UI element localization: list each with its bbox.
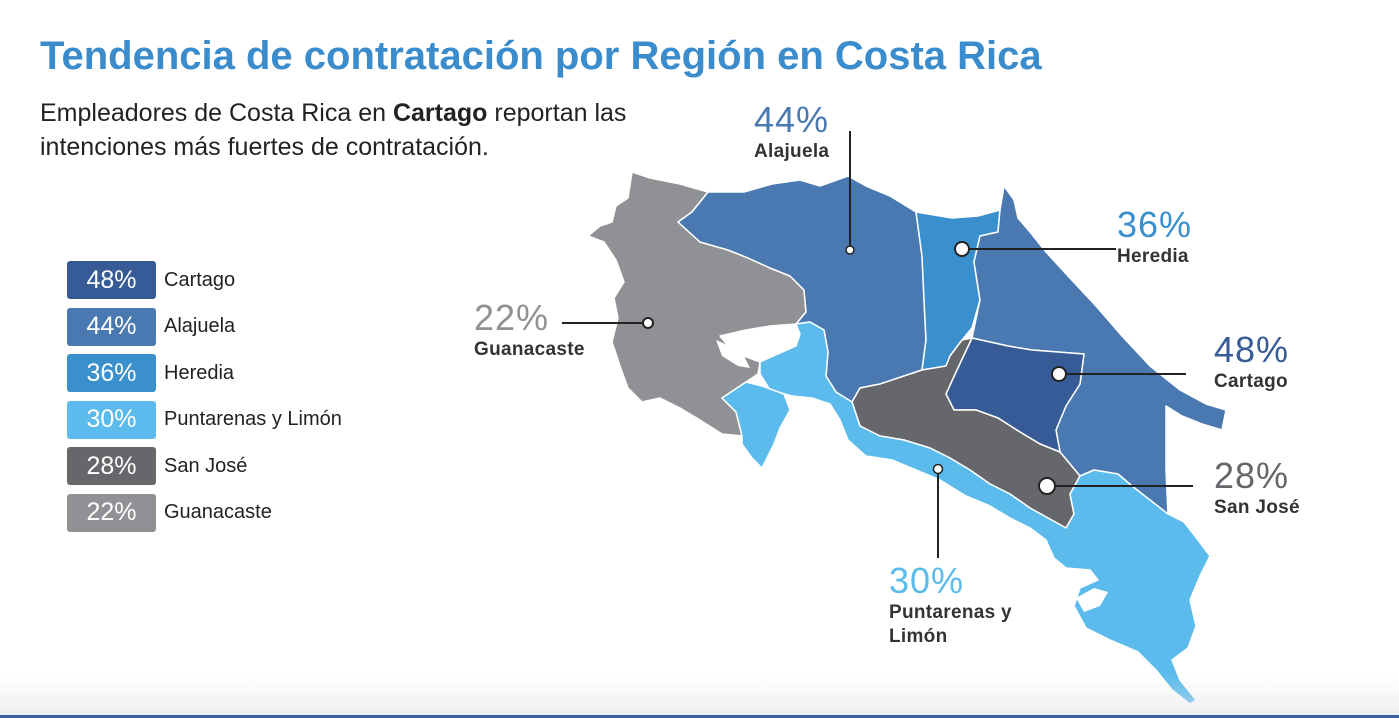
legend-swatch-puntarenas-limon: 30%: [67, 400, 156, 439]
callout-cartago: 48% Cartago: [1214, 330, 1289, 394]
callout-pct-guanacaste: 22%: [474, 297, 550, 338]
legend-label-guanacaste: Guanacaste: [164, 501, 272, 523]
legend-item-san-jose: 28% San José: [67, 447, 342, 485]
legend-item-guanacaste: 22% Guanacaste: [67, 493, 342, 532]
region-heredia: [915, 209, 1001, 371]
legend-label-puntarenas-limon: Puntarenas y Limón: [164, 408, 342, 430]
legend-swatch-guanacaste: 22%: [67, 493, 156, 532]
legend-swatch-cartago: 48%: [67, 261, 156, 299]
subtitle-highlight: Cartago: [392, 99, 488, 127]
callout-name-cartago: Cartago: [1214, 371, 1288, 392]
callout-name-guanacaste: Guanacaste: [474, 339, 585, 360]
legend-swatch-heredia: 36%: [67, 354, 156, 392]
legend-swatch-alajuela: 44%: [67, 307, 156, 346]
callout-name-puntarenas-line2: Limón: [889, 626, 948, 647]
callout-san-jose: 28% San José: [1214, 456, 1300, 520]
legend-label-heredia: Heredia: [164, 361, 235, 384]
marker-san-jose: [1038, 477, 1056, 495]
callout-pct-san-jose: 28%: [1214, 455, 1290, 496]
page-title: Tendencia de contratación por Región en …: [40, 34, 1042, 78]
legend-item-puntarenas-limon: 30% Puntarenas y Limón: [67, 400, 342, 439]
callout-name-alajuela: Alajuela: [754, 141, 830, 162]
callout-puntarenas: 30% Puntarenas y Limón: [889, 561, 1012, 649]
legend-item-alajuela: 44% Alajuela: [67, 307, 342, 346]
leader-lines: [562, 131, 1193, 558]
marker-puntarenas: [932, 463, 944, 475]
callout-name-san-jose: San José: [1214, 497, 1300, 518]
callout-name-heredia: Heredia: [1117, 246, 1189, 267]
subtitle-text-start: Empleadores de Costa Rica en: [40, 99, 393, 127]
legend-label-alajuela: Alajuela: [164, 315, 236, 337]
callout-pct-alajuela: 44%: [754, 99, 830, 140]
callout-pct-cartago: 48%: [1214, 329, 1290, 370]
callout-name-puntarenas-line1: Puntarenas y: [889, 602, 1012, 623]
legend-item-heredia: 36% Heredia: [67, 354, 342, 392]
marker-guanacaste: [642, 317, 654, 329]
callout-alajuela: 44% Alajuela: [754, 100, 829, 164]
subtitle-text-end: reportan las intenciones más fuertes de …: [40, 99, 627, 161]
page-subtitle: Empleadores de Costa Rica en Cartago rep…: [40, 96, 690, 164]
legend-swatch-san-jose: 28%: [67, 447, 156, 485]
footer-shadow: [0, 675, 1399, 715]
callout-heredia: 36% Heredia: [1117, 205, 1192, 269]
callout-pct-heredia: 36%: [1117, 204, 1193, 245]
callout-guanacaste: 22% Guanacaste: [474, 298, 585, 362]
legend-label-cartago: Cartago: [164, 268, 236, 291]
legend-item-cartago: 48% Cartago: [67, 261, 342, 299]
callout-pct-puntarenas: 30%: [889, 560, 965, 601]
legend: 48% Cartago 44% Alajuela 36% Heredia 30%…: [67, 261, 342, 540]
marker-cartago: [1051, 366, 1067, 382]
legend-label-san-jose: San José: [164, 454, 248, 477]
marker-alajuela: [845, 245, 855, 255]
region-markers: [642, 241, 1067, 495]
region-puntarenas-nicoya: [721, 381, 791, 469]
footer-bar: [0, 715, 1399, 718]
marker-heredia: [954, 241, 970, 257]
